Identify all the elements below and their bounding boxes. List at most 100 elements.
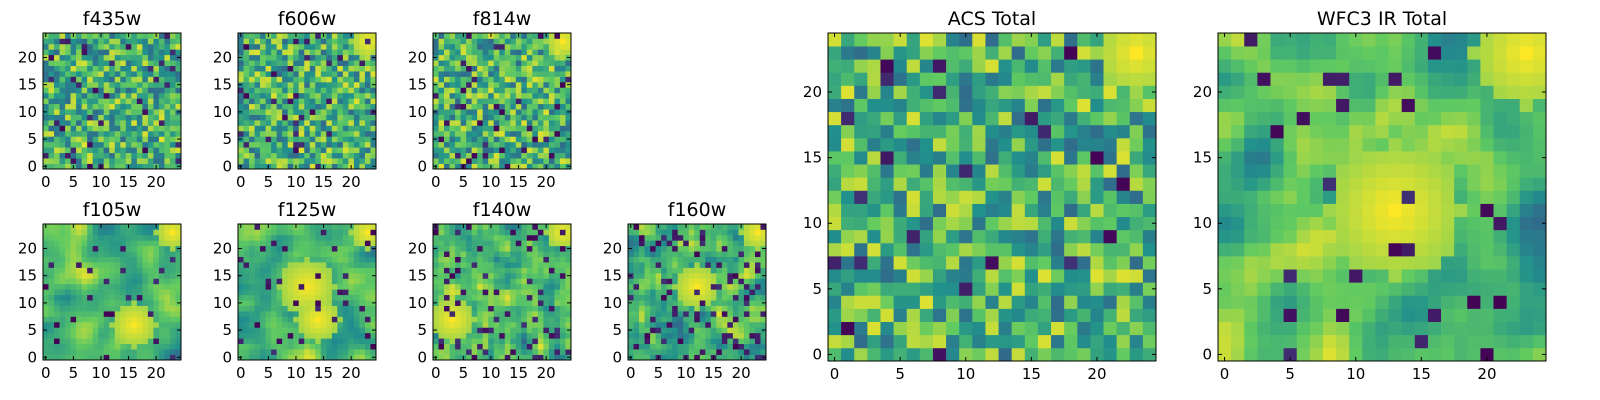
heatmap-cell [136,256,143,263]
y-tick-label: 5 [27,321,37,339]
heatmap-cell [932,242,947,257]
heatmap-cell [559,272,566,279]
heatmap-cell [370,321,377,328]
heatmap-cell [87,300,94,306]
heatmap-cell [271,245,277,252]
heatmap-cell [493,141,500,148]
heatmap-cell [449,38,456,45]
heatmap-cell [727,251,734,257]
heatmap-cell [109,141,116,148]
heatmap-cell [114,109,121,115]
heatmap-cell [1129,256,1144,270]
heatmap-cell [243,229,250,236]
heatmap-cell [867,282,881,296]
heatmap-cell [548,354,555,361]
heatmap-cell [521,289,528,296]
heatmap-cell [65,354,71,361]
heatmap-cell [70,272,77,279]
heatmap-cell [732,321,739,328]
heatmap-cell [249,332,255,339]
heatmap-cell [893,177,908,191]
heatmap-cell [326,152,333,159]
heatmap-cell [710,294,717,301]
heatmap-cell [48,321,55,328]
heatmap-cell [109,354,116,361]
heatmap-cell [548,125,555,132]
heatmap-cell [87,294,94,301]
x-tick-label: 5 [459,173,469,191]
heatmap-cell [449,76,456,83]
heatmap-cell [337,136,344,143]
heatmap-cell [471,125,478,132]
heatmap-cell [554,311,561,317]
heatmap-cell [98,60,105,66]
heatmap-cell [559,43,566,50]
heatmap-cell [147,354,154,361]
heatmap-cell [320,152,327,159]
heatmap-cell [1037,308,1052,322]
heatmap-cell [477,114,484,121]
heatmap-cell [854,269,868,283]
heatmap-cell [153,332,160,339]
heatmap-cell [337,289,344,296]
heatmap-cell [254,163,261,170]
heatmap-cell [353,338,360,345]
heatmap-cell [841,216,855,231]
heatmap-cell [510,311,517,317]
heatmap-cell [466,98,472,105]
heatmap-cell [1129,282,1144,296]
heatmap-cell [749,224,756,230]
heatmap-cell [683,332,690,339]
heatmap-cell [353,54,360,61]
heatmap-cell [70,267,77,274]
heatmap-cell [477,354,484,361]
heatmap-cell [699,245,706,252]
heatmap-cell [477,349,484,355]
heatmap-cell [43,349,49,355]
heatmap-cell [131,109,138,115]
heatmap-cell [65,109,71,115]
heatmap-cell [488,305,495,312]
heatmap-cell [142,49,149,56]
heatmap-cell [326,321,333,328]
heatmap-cell [433,71,439,77]
heatmap-cell [828,334,842,349]
heatmap-cell [433,240,439,247]
heatmap-cell [1103,177,1117,191]
heatmap-cell [243,240,250,247]
heatmap-cell [320,38,327,45]
heatmap-cell [103,65,110,72]
heatmap-cell [304,98,311,105]
heatmap-cell [880,177,894,191]
heatmap-cell [76,103,82,110]
heatmap-cell [633,311,640,317]
heatmap-cell [92,49,99,56]
heatmap-cell [532,76,539,83]
heatmap-cell [287,338,294,345]
heatmap-cell [867,164,881,178]
heatmap-cell [276,103,283,110]
heatmap-cell [471,60,478,66]
heatmap-cell [309,120,316,126]
heatmap-cell [304,327,311,334]
heatmap-cell [727,245,734,252]
heatmap-cell [471,338,478,345]
heatmap-cell [92,354,99,361]
heatmap-cell [482,245,489,252]
heatmap-cell [760,251,767,257]
heatmap-cell [70,278,77,285]
heatmap-cell [683,267,690,274]
heatmap-cell [337,251,344,257]
heatmap-cell [515,289,522,296]
heatmap-cell [477,229,484,236]
heatmap-cell [526,43,533,50]
heatmap-cell [271,234,277,241]
heatmap-cell [48,311,55,317]
heatmap-cell [81,125,88,132]
heatmap-cell [337,234,344,241]
heatmap-cell [320,114,327,121]
heatmap-cell [287,43,294,50]
heatmap-cell [515,283,522,290]
heatmap-cell [276,87,283,94]
heatmap-cell [76,300,82,306]
